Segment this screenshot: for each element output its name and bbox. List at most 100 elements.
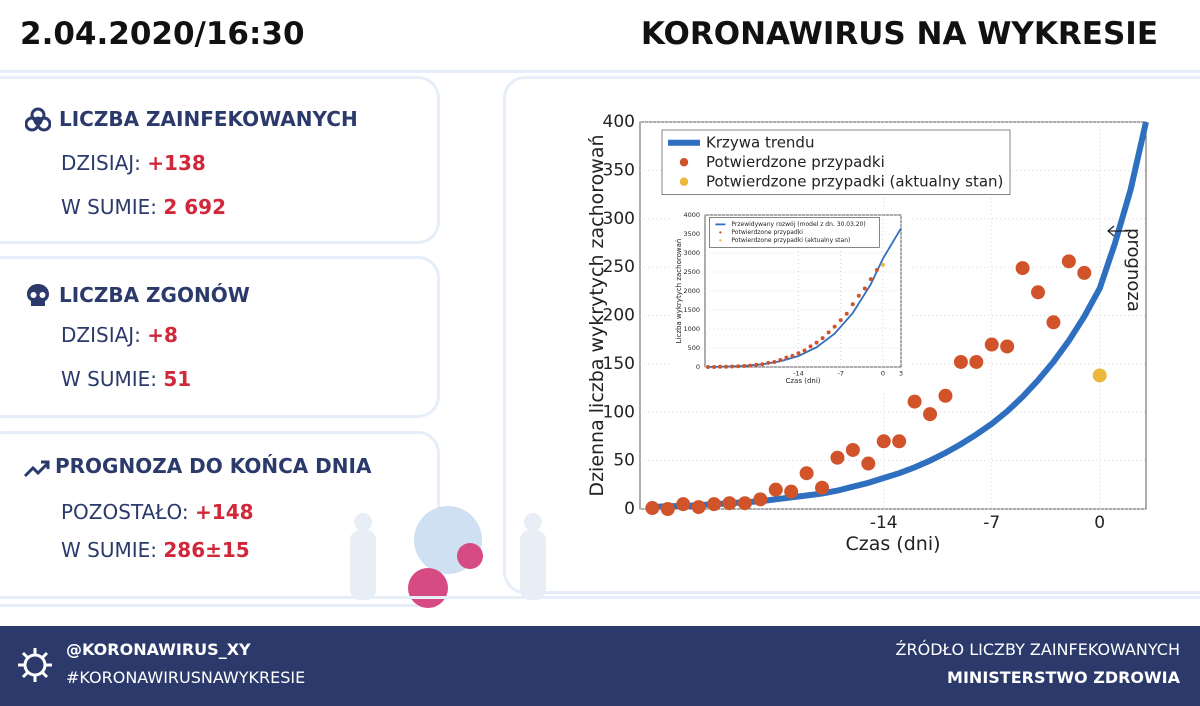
divider [0, 596, 1200, 599]
annotation-arrow [1107, 225, 1128, 237]
data-point [730, 364, 735, 369]
legend-label: Potwierdzone przypadki (aktualny stan) [706, 172, 1003, 190]
label: W SUMIE: [61, 195, 157, 219]
value: 51 [163, 367, 192, 391]
data-point [808, 344, 813, 349]
x-axis-label: Czas (dni) [785, 377, 820, 385]
data-point [874, 267, 879, 272]
biohazard-icon [25, 107, 51, 132]
data-point [799, 466, 814, 481]
x-tick-label: -14 [793, 370, 804, 378]
virus-icon [18, 648, 52, 682]
panel-row: DZISIAJ: +138 [61, 151, 206, 175]
panel-title: LICZBA ZGONÓW [59, 283, 250, 307]
data-point [1061, 254, 1076, 269]
y-tick-label: 2000 [683, 287, 700, 295]
data-point [772, 359, 777, 364]
label: DZISIAJ: [61, 151, 141, 175]
data-point [1031, 285, 1046, 300]
x-tick-label: -7 [837, 370, 843, 378]
data-point [907, 394, 922, 409]
value: 286±15 [163, 538, 250, 562]
data-point [753, 492, 768, 507]
data-point [1092, 368, 1107, 383]
data-point [706, 364, 711, 369]
data-point [856, 293, 861, 298]
data-point [796, 351, 801, 356]
data-point [768, 482, 783, 497]
y-tick-label: 0 [624, 499, 635, 519]
value: +148 [195, 500, 254, 524]
data-point [969, 354, 984, 369]
data-point [660, 502, 675, 516]
value: 2 692 [163, 195, 226, 219]
data-point [1015, 261, 1030, 276]
data-point [760, 362, 765, 367]
data-point [645, 501, 660, 516]
x-axis-label: Czas (dni) [845, 533, 940, 555]
legend-swatch [719, 231, 722, 234]
y-tick-label: 100 [603, 402, 635, 422]
data-point [1000, 339, 1015, 354]
label: POZOSTAŁO: [61, 500, 189, 524]
panel-row: W SUMIE: 2 692 [61, 195, 226, 219]
data-point [736, 364, 741, 369]
data-point [862, 286, 867, 291]
annotation: prognoza [1123, 228, 1144, 312]
source-title: ŹRÓDŁO LICZBY ZAINFEKOWANYCH [895, 640, 1180, 659]
data-point [712, 364, 717, 369]
data-point [876, 434, 891, 449]
y-tick-label: 500 [688, 344, 700, 352]
panel-row: W SUMIE: 286±15 [61, 538, 250, 562]
y-tick-label: 2500 [683, 268, 700, 276]
source: MINISTERSTWO ZDROWIA [947, 668, 1180, 687]
data-point [838, 318, 843, 323]
label: DZISIAJ: [61, 323, 141, 347]
y-tick-label: 250 [603, 257, 635, 277]
trend-line [707, 227, 902, 368]
data-point [754, 362, 759, 367]
x-tick-label: -7 [983, 513, 1000, 533]
data-point [1046, 315, 1061, 330]
data-point [748, 363, 753, 368]
data-point [784, 484, 799, 499]
data-point [844, 311, 849, 316]
data-point [820, 336, 825, 341]
page-title: KORONAWIRUS NA WYKRESIE [640, 16, 1158, 52]
y-tick-label: 3000 [683, 249, 700, 257]
y-tick-label: 3500 [683, 230, 700, 238]
data-point [850, 302, 855, 307]
legend-label: Potwierdzone przypadki [706, 153, 885, 171]
legend-swatch [679, 158, 689, 167]
panel: LICZBA ZAINFEKOWANYCH DZISIAJ: +138 W SU… [0, 76, 440, 244]
data-point [778, 357, 783, 362]
data-point [814, 340, 819, 345]
legend-box [709, 217, 880, 248]
data-point [938, 388, 953, 403]
legend-swatch [719, 239, 722, 242]
legend-box [661, 129, 1011, 195]
data-point [1077, 265, 1092, 280]
y-axis-label: Liczba wykrytych zachorowań [675, 239, 683, 344]
data-point [845, 442, 860, 457]
data-point [707, 497, 722, 512]
data-point [724, 364, 729, 369]
hashtag: #KORONAWIRUSNAWYKRESIE [66, 668, 306, 687]
panel-title: LICZBA ZAINFEKOWANYCH [59, 107, 358, 131]
data-point [892, 434, 907, 449]
x-tick-label: 0 [1094, 513, 1105, 533]
data-point [868, 277, 873, 282]
data-point [718, 364, 723, 369]
data-point [984, 337, 999, 352]
y-axis-label: Dzienna liczba wykrytych zachorowań [586, 134, 608, 496]
handle: @KORONAWIRUS_XY [66, 640, 251, 659]
legend-swatch [679, 177, 689, 186]
data-point [737, 496, 752, 511]
date: 2.04.2020/16:30 [20, 16, 305, 52]
data-point [953, 354, 968, 369]
panel: LICZBA ZGONÓW DZISIAJ: +8 W SUMIE: 51 [0, 256, 440, 418]
footer: @KORONAWIRUS_XY #KORONAWIRUSNAWYKRESIE Ź… [0, 626, 1200, 706]
y-tick-label: 1500 [683, 306, 700, 314]
